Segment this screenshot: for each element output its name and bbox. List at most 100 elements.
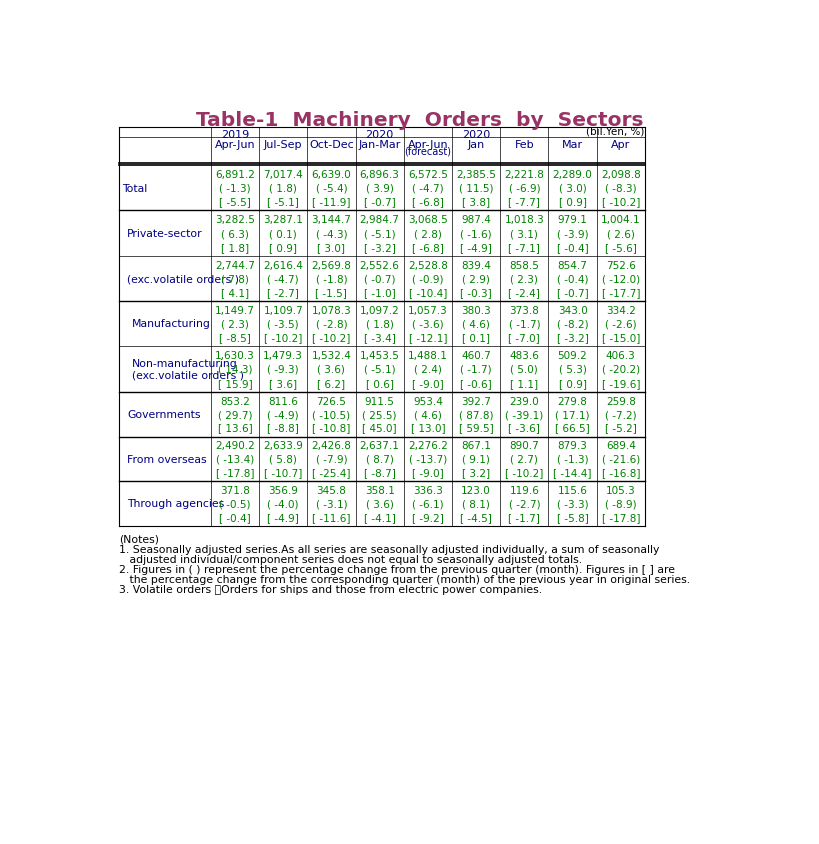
Text: ( -1.3): ( -1.3): [557, 454, 588, 464]
Text: 2,098.8: 2,098.8: [601, 170, 640, 180]
Text: [ -1.0]: [ -1.0]: [364, 288, 396, 298]
Text: [ -5.5]: [ -5.5]: [219, 197, 251, 207]
Text: [ -1.5]: [ -1.5]: [315, 288, 347, 298]
Text: 123.0: 123.0: [461, 485, 491, 495]
Text: ( -10.5): ( -10.5): [312, 409, 351, 419]
Text: 380.3: 380.3: [461, 306, 491, 316]
Text: 6,896.3: 6,896.3: [360, 170, 400, 180]
Text: 911.5: 911.5: [364, 397, 395, 406]
Text: 2,289.0: 2,289.0: [553, 170, 592, 180]
Text: Through agencies: Through agencies: [127, 499, 224, 509]
Text: From overseas: From overseas: [127, 454, 207, 464]
Text: ( -2.8): ( -2.8): [315, 319, 347, 329]
Text: Non-manufacturing: Non-manufacturing: [132, 359, 238, 369]
Text: [ -16.8]: [ -16.8]: [601, 468, 640, 478]
Text: ( 14.3): ( 14.3): [218, 365, 252, 374]
Text: 3. Volatile orders ：Orders for ships and those from electric power companies.: 3. Volatile orders ：Orders for ships and…: [120, 584, 542, 594]
Text: 3,144.7: 3,144.7: [311, 215, 351, 225]
Text: ( -4.9): ( -4.9): [267, 409, 299, 419]
Text: [ 3.6]: [ 3.6]: [269, 378, 297, 388]
Text: 460.7: 460.7: [461, 350, 491, 360]
Text: [ -19.6]: [ -19.6]: [601, 378, 640, 388]
Text: [ 0.9]: [ 0.9]: [559, 378, 586, 388]
Text: ( 3.1): ( 3.1): [510, 229, 538, 239]
Text: (Notes): (Notes): [120, 534, 160, 544]
Text: 392.7: 392.7: [461, 397, 491, 406]
Text: ( -9.3): ( -9.3): [267, 365, 299, 374]
Text: ( 3.6): ( 3.6): [318, 365, 346, 374]
Text: 2,276.2: 2,276.2: [408, 441, 448, 451]
Text: 334.2: 334.2: [606, 306, 636, 316]
Text: ( -3.1): ( -3.1): [315, 499, 347, 509]
Text: ( 2.6): ( 2.6): [607, 229, 635, 239]
Text: 343.0: 343.0: [558, 306, 587, 316]
Text: 1,630.3: 1,630.3: [215, 350, 255, 360]
Text: 867.1: 867.1: [461, 441, 491, 451]
Text: 115.6: 115.6: [558, 485, 587, 495]
Text: ( 6.3): ( 6.3): [221, 229, 249, 239]
Text: 2,426.8: 2,426.8: [311, 441, 351, 451]
Text: [ -2.4]: [ -2.4]: [509, 288, 541, 298]
Text: 1,078.3: 1,078.3: [311, 306, 351, 316]
Text: [ 15.9]: [ 15.9]: [218, 378, 252, 388]
Text: [ 1.1]: [ 1.1]: [510, 378, 538, 388]
Text: 2020: 2020: [462, 130, 491, 140]
Text: [ -10.8]: [ -10.8]: [312, 423, 351, 433]
Text: ( 4.6): ( 4.6): [414, 409, 441, 419]
Text: ( 2.4): ( 2.4): [414, 365, 441, 374]
Text: [ -3.4]: [ -3.4]: [364, 333, 396, 343]
Text: ( 2.3): ( 2.3): [510, 274, 538, 284]
Text: 6,891.2: 6,891.2: [215, 170, 255, 180]
Text: 890.7: 890.7: [509, 441, 539, 451]
Text: ( 3.6): ( 3.6): [366, 499, 394, 509]
Text: Apr: Apr: [611, 140, 631, 149]
Text: Apr-Jun: Apr-Jun: [215, 140, 256, 149]
Text: 839.4: 839.4: [461, 261, 491, 271]
Text: [ -8.8]: [ -8.8]: [267, 423, 299, 433]
Text: ( -6.1): ( -6.1): [412, 499, 444, 509]
Text: 119.6: 119.6: [509, 485, 539, 495]
Text: ( -21.6): ( -21.6): [602, 454, 640, 464]
Text: ( -1.7): ( -1.7): [460, 365, 492, 374]
Text: [ -14.4]: [ -14.4]: [554, 468, 592, 478]
Text: 2,528.8: 2,528.8: [408, 261, 448, 271]
Text: 7,017.4: 7,017.4: [264, 170, 303, 180]
Text: ( -7.9): ( -7.9): [315, 454, 347, 464]
Text: ( -5.1): ( -5.1): [364, 229, 396, 239]
Text: [ -4.9]: [ -4.9]: [267, 512, 299, 522]
Text: [ 3.8]: [ 3.8]: [462, 197, 490, 207]
Text: [ -7.1]: [ -7.1]: [509, 243, 541, 253]
Text: ( -4.7): ( -4.7): [267, 274, 299, 284]
Text: ( 9.1): ( 9.1): [462, 454, 490, 464]
Text: [ -0.6]: [ -0.6]: [460, 378, 492, 388]
Text: 1,149.7: 1,149.7: [215, 306, 255, 316]
Text: [ 1.8]: [ 1.8]: [221, 243, 249, 253]
Text: ( -4.0): ( -4.0): [268, 499, 299, 509]
Text: 3,282.5: 3,282.5: [215, 215, 255, 225]
Text: [ 59.5]: [ 59.5]: [459, 423, 494, 433]
Text: 2019: 2019: [221, 130, 249, 140]
Text: [ -3.2]: [ -3.2]: [364, 243, 396, 253]
Text: ( -1.3): ( -1.3): [219, 184, 251, 193]
Text: 2,744.7: 2,744.7: [215, 261, 255, 271]
Text: ( 7.8): ( 7.8): [221, 274, 249, 284]
Text: [ -4.9]: [ -4.9]: [460, 243, 492, 253]
Text: ( 5.8): ( 5.8): [269, 454, 297, 464]
Text: 2,221.8: 2,221.8: [505, 170, 545, 180]
Text: [ -10.4]: [ -10.4]: [409, 288, 447, 298]
Text: Feb: Feb: [514, 140, 534, 149]
Text: 406.3: 406.3: [606, 350, 636, 360]
Text: Private-sector: Private-sector: [127, 229, 203, 239]
Text: Total: Total: [123, 184, 147, 193]
Text: 1,453.5: 1,453.5: [360, 350, 400, 360]
Text: [ 0.1]: [ 0.1]: [462, 333, 490, 343]
Text: 483.6: 483.6: [509, 350, 539, 360]
Text: 1,488.1: 1,488.1: [408, 350, 448, 360]
Text: ( -3.9): ( -3.9): [557, 229, 588, 239]
Text: 987.4: 987.4: [461, 215, 491, 225]
Text: 2,633.9: 2,633.9: [263, 441, 303, 451]
Text: [ -0.4]: [ -0.4]: [219, 512, 251, 522]
Text: 1,097.2: 1,097.2: [360, 306, 400, 316]
Text: ( -0.9): ( -0.9): [412, 274, 444, 284]
Text: 239.0: 239.0: [509, 397, 539, 406]
